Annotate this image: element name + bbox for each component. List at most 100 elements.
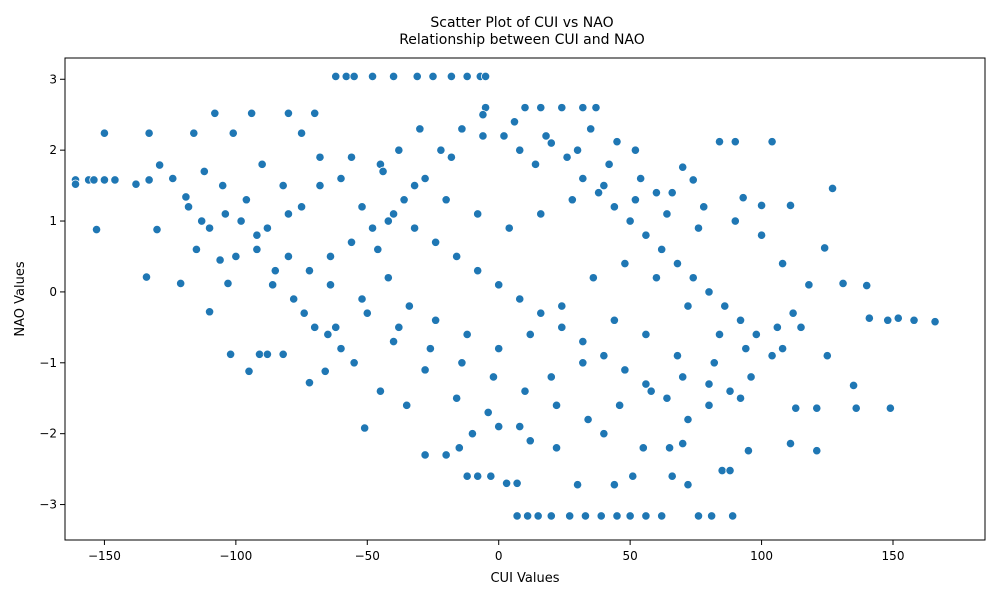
data-point (191, 244, 202, 254)
data-point (289, 294, 299, 304)
data-point (99, 128, 110, 138)
data-point (441, 195, 451, 205)
data-point (812, 403, 822, 413)
chart-title: Scatter Plot of CUI vs NAO Relationship … (399, 15, 645, 48)
data-point (278, 180, 288, 191)
data-point (767, 351, 777, 361)
data-point (688, 175, 698, 185)
y-tick-label: 1 (49, 214, 57, 228)
data-point (257, 159, 267, 169)
data-point (812, 446, 822, 456)
x-tick-label: 50 (623, 549, 638, 563)
data-point (452, 393, 462, 403)
data-point (362, 308, 372, 318)
data-point (728, 511, 738, 521)
data-point (431, 237, 441, 247)
y-tick-label: 3 (49, 72, 57, 86)
data-point (657, 511, 667, 521)
y-tick-label: −2 (39, 427, 57, 441)
data-point (725, 465, 735, 476)
data-point (341, 71, 351, 82)
data-point (452, 251, 462, 262)
data-point (431, 315, 441, 325)
data-point (204, 307, 215, 317)
data-point (714, 329, 725, 340)
x-tick-label: −50 (355, 549, 380, 563)
data-point (89, 175, 99, 185)
data-point (620, 365, 630, 375)
data-point (717, 465, 727, 476)
data-point (851, 403, 861, 413)
data-point (636, 173, 646, 184)
data-point (367, 223, 378, 233)
data-point (183, 202, 194, 212)
data-point (388, 209, 399, 219)
data-point (252, 244, 262, 254)
data-point (375, 386, 386, 396)
data-point (838, 278, 848, 289)
data-point (478, 110, 488, 120)
data-point (349, 71, 359, 82)
data-point (693, 511, 704, 521)
data-point (641, 230, 651, 240)
data-point (254, 349, 265, 359)
data-point (336, 173, 346, 184)
data-point (612, 137, 622, 147)
data-point (283, 251, 294, 262)
data-point (462, 471, 472, 481)
data-point (415, 124, 425, 134)
data-point (462, 71, 472, 82)
y-axis-label: NAO Values (13, 261, 28, 336)
data-point (609, 202, 619, 212)
data-point (91, 224, 102, 235)
data-point (236, 216, 246, 226)
data-point (693, 223, 704, 233)
data-point (155, 160, 165, 170)
data-point (862, 280, 872, 291)
data-point (791, 403, 801, 413)
data-point (499, 131, 509, 141)
data-point (625, 511, 635, 521)
chart-title-line-1: Scatter Plot of CUI vs NAO (430, 15, 613, 31)
data-point (501, 478, 512, 488)
data-point (473, 266, 483, 276)
data-point (720, 301, 730, 311)
data-point (494, 344, 504, 354)
data-point (725, 386, 735, 396)
y-tick-label: 2 (49, 143, 57, 157)
data-point (152, 224, 162, 235)
data-point (704, 379, 714, 389)
data-point (367, 71, 378, 82)
data-point (283, 108, 294, 118)
data-point (536, 209, 546, 219)
data-point (667, 471, 677, 481)
data-point (420, 365, 430, 375)
data-point (662, 393, 672, 403)
data-point (785, 438, 796, 449)
data-point (672, 351, 683, 361)
data-point (504, 223, 514, 233)
data-point (223, 278, 233, 289)
data-point (536, 103, 546, 113)
data-point (785, 200, 796, 211)
data-point (349, 358, 359, 368)
data-point (664, 443, 675, 453)
data-point (646, 386, 656, 396)
data-point (525, 436, 535, 446)
data-point (735, 393, 746, 403)
x-axis-label: CUI Values (490, 571, 559, 586)
data-point (641, 329, 651, 340)
data-point (296, 202, 307, 212)
x-tick-label: 150 (882, 549, 905, 563)
data-point (228, 128, 238, 138)
data-point (441, 450, 451, 460)
data-point (494, 421, 504, 432)
data-point (360, 423, 370, 433)
data-point (541, 131, 551, 141)
data-point (110, 175, 120, 185)
data-point (494, 280, 504, 290)
data-point (772, 322, 782, 332)
data-point (520, 386, 530, 396)
data-point (512, 478, 522, 488)
data-point (383, 273, 393, 283)
